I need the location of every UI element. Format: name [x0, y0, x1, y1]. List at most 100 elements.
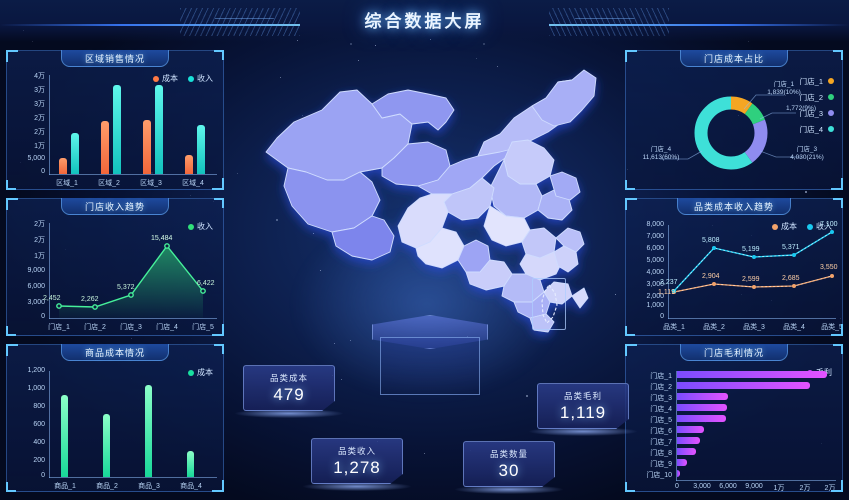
bar-revenue[interactable]: [155, 85, 163, 174]
bar-cost[interactable]: [187, 451, 194, 477]
ytick: 2万: [34, 115, 45, 122]
legend-item-store-1[interactable]: 门店_1: [800, 73, 834, 89]
hbar-store-9[interactable]: [677, 459, 687, 466]
ytick: 门店_5: [650, 417, 672, 424]
bar-revenue[interactable]: [113, 85, 121, 174]
kpi-card-category-revenue[interactable]: 品类收入 1,278: [303, 438, 411, 491]
kpi-card-category-cost[interactable]: 品类成本 479: [235, 365, 343, 418]
ytick: 0: [41, 168, 45, 175]
bar-cost[interactable]: [145, 385, 152, 477]
data-label-cost: 2,685: [782, 275, 800, 282]
legend-item-store-2[interactable]: 门店_2: [800, 89, 834, 105]
legend-region-sales: 成本 收入: [153, 73, 213, 84]
legend-store-revenue: 收入: [188, 221, 213, 232]
hbar-store-2[interactable]: [677, 382, 810, 389]
pie-label-store-2: 1,772(9%): [772, 105, 830, 113]
data-label-cost: 2,599: [742, 276, 760, 283]
ytick: 门店_1: [650, 373, 672, 380]
ytick: 3,000: [27, 299, 45, 306]
donut-slice-store-4: [694, 96, 768, 170]
x-axis-line: [49, 477, 217, 478]
legend-dot-revenue: [807, 223, 813, 230]
y-axis-line: [668, 225, 669, 319]
kpi-card-category-count[interactable]: 品类数量 30: [455, 441, 563, 494]
xtick: 商品_2: [96, 483, 118, 490]
panel-corner-tr: [214, 198, 224, 208]
legend-item-cost[interactable]: 成本: [153, 73, 178, 84]
panel-category-trend: 品类成本收入趋势 成本 收入 8,000 7,000 6,000 5,000 4…: [625, 198, 843, 336]
xtick: 2万: [799, 485, 811, 492]
ytick: 门店_9: [650, 461, 672, 468]
hbar-store-1[interactable]: [677, 371, 827, 378]
kpi-label: 品类毛利: [563, 390, 602, 401]
data-point-cost: [752, 285, 756, 289]
china-map-panel: [232, 60, 622, 400]
bar-revenue[interactable]: [71, 133, 79, 174]
kpi-body: 品类数量 30: [463, 441, 555, 487]
ytick: 3万: [34, 87, 45, 94]
bar-cost[interactable]: [143, 120, 151, 174]
data-label-revenue: 5,371: [782, 244, 800, 251]
panel-corner-bl: [6, 482, 16, 492]
legend-item-revenue[interactable]: 收入: [807, 221, 832, 232]
legend-item-cost[interactable]: 成本: [188, 367, 213, 378]
legend-item-cost[interactable]: 成本: [772, 221, 797, 232]
legend-item-store-3[interactable]: 门店_3: [800, 105, 834, 121]
y-axis-line: [49, 223, 50, 319]
pie-label-store-1: 门店_1 1,839(10%): [754, 81, 814, 97]
data-point-revenue: [830, 230, 834, 234]
xtick: 区域_3: [140, 180, 162, 187]
legend-dot-store-1: [828, 78, 834, 84]
data-label-revenue: 2,237: [660, 279, 678, 286]
hbar-store-3[interactable]: [677, 393, 728, 400]
hbar-store-7[interactable]: [677, 437, 700, 444]
bar-cost[interactable]: [101, 121, 109, 174]
kpi-base-glow: [529, 427, 637, 436]
data-point-revenue: [672, 289, 676, 293]
panel-title-store-revenue-trend: 门店收入趋势: [61, 198, 169, 215]
bar-cost[interactable]: [185, 155, 193, 174]
line-chart-category-trend[interactable]: [626, 199, 844, 337]
hbar-store-8[interactable]: [677, 448, 696, 455]
donut-chart[interactable]: [626, 51, 844, 191]
ytick: 3,000: [646, 281, 664, 288]
china-map-icon[interactable]: [232, 60, 622, 360]
pie-label-value: 4,030(21%): [790, 154, 824, 162]
x-axis-line: [49, 174, 217, 175]
ytick: 4,000: [646, 269, 664, 276]
hbar-store-4[interactable]: [677, 404, 727, 411]
hbar-store-5[interactable]: [677, 415, 726, 422]
ytick: 0: [41, 313, 45, 320]
bar-revenue[interactable]: [197, 125, 205, 174]
bar-cost[interactable]: [61, 395, 68, 477]
kpi-label: 品类成本: [269, 372, 308, 383]
star: [189, 195, 191, 197]
leader-line-store-1: [743, 94, 784, 110]
pie-label-store-4: 门店_4 11,613(60%): [630, 146, 692, 162]
xtick: 商品_3: [138, 483, 160, 490]
legend-item-revenue[interactable]: 收入: [188, 221, 213, 232]
legend-label-cost: 成本: [197, 368, 213, 377]
legend-item-store-4[interactable]: 门店_4: [800, 121, 834, 137]
ytick: 1,200: [27, 367, 45, 374]
legend-dot-store-4: [828, 126, 834, 132]
pie-label-value: 11,613(60%): [642, 154, 680, 162]
legend-item-revenue[interactable]: 收入: [188, 73, 213, 84]
xtick: 区域_2: [98, 180, 120, 187]
y-axis-line: [676, 371, 677, 481]
ytick: 2万: [34, 237, 45, 244]
ytick: 600: [33, 421, 45, 428]
panel-store-cost-share: 门店成本占比 门店_1 门店_2 门店_3 门店_4: [625, 50, 843, 190]
hbar-store-10[interactable]: [677, 470, 680, 477]
kpi-card-category-profit[interactable]: 品类毛利 1,119: [529, 383, 637, 436]
xtick: 0: [675, 483, 679, 490]
data-label-revenue: 7,100: [820, 221, 838, 228]
bar-cost[interactable]: [59, 158, 67, 174]
bar-cost[interactable]: [103, 414, 110, 477]
xtick: 9,000: [745, 483, 763, 490]
star: [476, 57, 478, 59]
hbar-store-6[interactable]: [677, 426, 704, 433]
legend-label-revenue: 收入: [816, 222, 832, 231]
line-chart-store-revenue[interactable]: [7, 199, 225, 337]
legend-label-revenue: 收入: [197, 74, 213, 83]
